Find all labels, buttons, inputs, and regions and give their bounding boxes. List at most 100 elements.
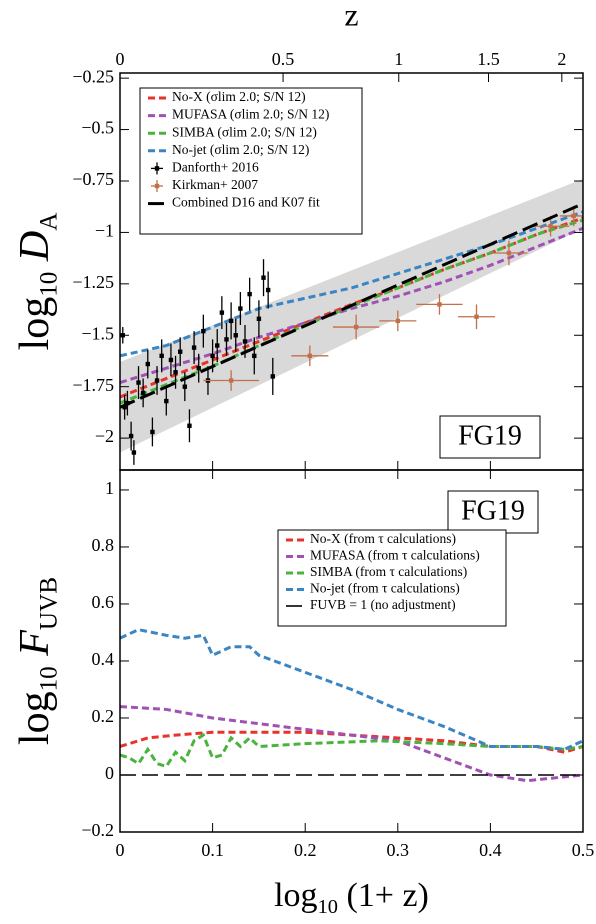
point — [224, 337, 229, 342]
point — [270, 374, 275, 379]
annotation-box — [447, 490, 539, 534]
y-tick-label: −1.25 — [72, 272, 114, 292]
legend-label: Combined D16 and K07 fit — [172, 195, 320, 210]
legend-label: No-jet (from τ calculations) — [310, 581, 460, 596]
y-axis-label: log10 FUVB — [12, 577, 63, 745]
label-subscript: 10 — [35, 272, 62, 297]
legend-label: SIMBA (from τ calculations) — [310, 564, 467, 579]
point — [247, 291, 252, 297]
point — [145, 361, 150, 367]
legend-swatch — [154, 166, 160, 171]
point — [228, 318, 234, 324]
point — [474, 314, 479, 319]
series-line — [120, 628, 583, 751]
y-tick-label: −0.5 — [81, 118, 114, 138]
legend-label: SIMBA (σlim 2.0; S/N 12) — [172, 124, 317, 139]
point — [164, 398, 169, 404]
legend-label: No-X (σlim 2.0; S/N 12) — [172, 89, 306, 104]
point — [196, 365, 201, 371]
legend-box — [139, 87, 363, 235]
legend-label: Kirkman+ 2007 — [172, 177, 258, 192]
y-tick-label: 0 — [105, 763, 114, 783]
point — [228, 378, 234, 383]
legend-label: No-X (from τ calculations) — [310, 531, 456, 546]
annotation: FG19 — [461, 495, 525, 526]
series-line — [120, 732, 583, 769]
point — [252, 353, 257, 359]
legend-box — [277, 529, 507, 627]
point — [122, 405, 127, 410]
point — [210, 353, 215, 359]
point — [506, 250, 512, 256]
y-tick-label: −0.25 — [72, 66, 114, 86]
point — [191, 345, 197, 350]
label-part: F — [12, 630, 58, 657]
label-subscript: 10 — [318, 896, 338, 918]
x-tick-label: 0.2 — [294, 840, 317, 860]
point — [353, 324, 359, 330]
series-line — [120, 210, 583, 358]
x2-axis-label: z — [344, 0, 358, 32]
point — [140, 390, 146, 396]
annotation: FG19 — [458, 420, 522, 451]
y-tick-label: −1.75 — [72, 375, 114, 395]
label-part: (1+ z) — [346, 877, 428, 914]
legend-swatch — [154, 183, 160, 189]
legend-label: Danforth+ 2016 — [172, 159, 259, 174]
point — [548, 224, 553, 229]
x-tick-label: 0.1 — [201, 840, 224, 860]
point — [150, 429, 155, 435]
x-axis-label: log10 (1+ z) — [274, 877, 429, 918]
point — [173, 370, 178, 375]
point — [128, 433, 134, 439]
y-tick-label: 0.6 — [92, 592, 115, 612]
label-part: log — [12, 691, 58, 745]
point — [201, 328, 206, 334]
point — [238, 306, 243, 311]
y-tick-label: −1 — [95, 221, 114, 241]
point — [571, 213, 576, 219]
x2-tick-label: 0.5 — [272, 49, 295, 69]
y-tick-label: −0.2 — [81, 820, 114, 840]
series-line — [120, 218, 583, 405]
point — [136, 380, 141, 385]
point — [168, 357, 174, 363]
x-tick-label: 0.4 — [479, 840, 502, 860]
label-subscript: A — [35, 213, 62, 231]
x-tick-label: 0 — [116, 840, 125, 860]
label-part: D — [12, 231, 58, 262]
y-tick-label: 0.8 — [92, 535, 115, 555]
plot-area — [120, 178, 583, 465]
y-tick-label: −0.75 — [72, 169, 114, 189]
point — [187, 423, 192, 428]
point — [307, 353, 313, 359]
x2-tick-label: 2 — [557, 49, 566, 69]
annotation-box — [439, 415, 541, 459]
point — [219, 310, 225, 315]
series-line — [120, 202, 583, 409]
label-subscript: 10 — [35, 666, 62, 691]
point — [131, 450, 137, 455]
y-tick-label: 1 — [105, 478, 114, 498]
point — [242, 339, 248, 344]
y-tick-label: 0.2 — [92, 706, 115, 726]
series-line — [120, 705, 583, 783]
legend-label: MUFASA (from τ calculations) — [310, 548, 480, 563]
band — [120, 178, 583, 453]
y-tick-label: 0.4 — [92, 649, 115, 669]
point — [215, 343, 220, 348]
point — [154, 378, 160, 383]
point — [265, 287, 271, 293]
x2-tick-label: 0 — [116, 49, 125, 69]
point — [177, 349, 183, 354]
label-part: log — [12, 297, 58, 351]
label-part: log — [274, 877, 317, 914]
point — [233, 333, 238, 338]
plot-area — [120, 628, 583, 783]
point — [395, 318, 400, 324]
legend-label: No-jet (σlim 2.0; S/N 12) — [172, 142, 309, 157]
point — [261, 275, 266, 280]
legend-label: MUFASA (σlim 2.0; S/N 12) — [172, 107, 329, 122]
frame — [119, 469, 584, 833]
